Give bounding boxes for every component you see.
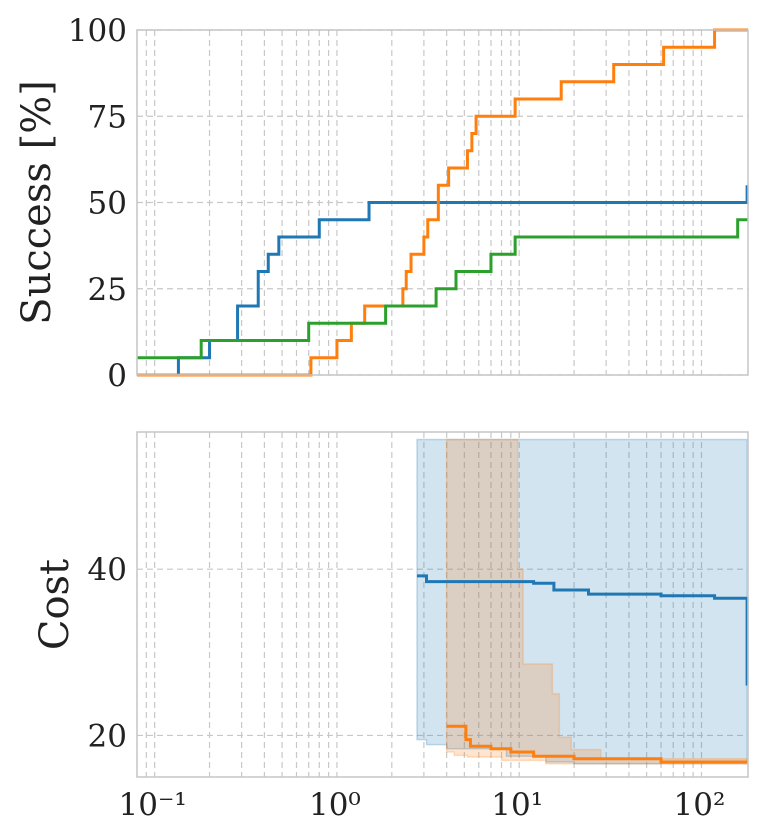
y-tick-label: 75	[88, 99, 127, 135]
axes-frame	[136, 431, 749, 778]
y-tick-label: 25	[88, 272, 127, 308]
cost-line-series-0	[417, 574, 749, 686]
success-line-series-2	[137, 218, 748, 360]
cost-line-series-1	[446, 724, 748, 764]
y-axis-label: Cost	[32, 559, 78, 650]
y-tick-label: 0	[107, 358, 127, 394]
y-tick-label: 100	[68, 13, 127, 49]
axes-frame	[136, 29, 749, 376]
y-tick-label: 40	[88, 552, 127, 588]
x-tick-label: 10²	[674, 787, 726, 823]
y-tick-label: 20	[88, 718, 127, 754]
y-axis-label: Success [%]	[14, 80, 60, 325]
x-tick-label: 10⁻¹	[119, 787, 187, 823]
band-series-0	[416, 438, 748, 765]
x-tick-label: 10¹	[491, 787, 543, 823]
y-tick-label: 50	[88, 186, 127, 222]
success-line-series-0	[137, 185, 749, 377]
cost-panel: 20 40 Cost 10⁻¹ 10⁰ 10¹ 10²	[32, 431, 749, 823]
x-tick-label: 10⁰	[309, 787, 361, 823]
